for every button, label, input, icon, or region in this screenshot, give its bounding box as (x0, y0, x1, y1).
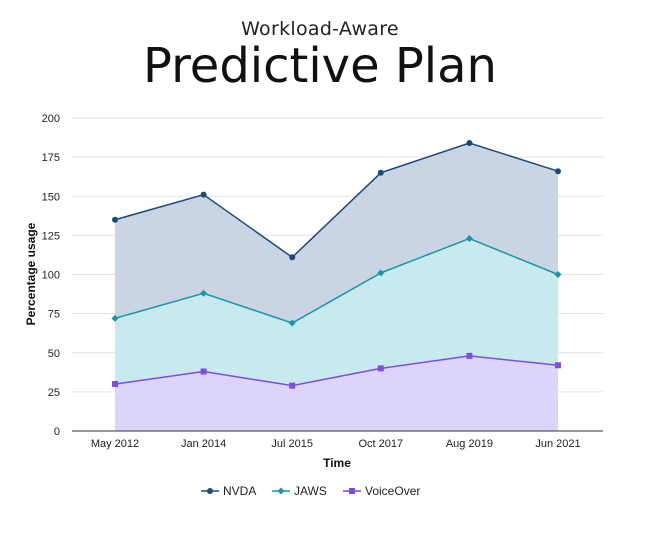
legend-marker-voiceover (349, 488, 355, 494)
y-axis-title: Percentage usage (24, 222, 38, 325)
chart-subtitle: Workload-Aware (241, 18, 399, 40)
x-tick-label: May 2012 (91, 438, 139, 450)
point-nvda (289, 254, 296, 261)
x-tick-label: Jan 2014 (181, 438, 226, 450)
y-tick-label: 75 (48, 309, 60, 321)
series-markers (111, 140, 562, 389)
y-tick-label: 175 (42, 152, 60, 164)
chart-title: Predictive Plan (143, 38, 497, 94)
point-nvda (200, 191, 207, 198)
y-tick-label: 125 (42, 230, 60, 242)
line-jaws (114, 237, 559, 324)
point-voiceover (112, 381, 118, 388)
legend-label-jaws: JAWS (294, 484, 327, 498)
point-nvda (555, 168, 561, 175)
series-areas (115, 143, 558, 432)
x-axis-title: Time (323, 456, 351, 470)
point-voiceover (200, 368, 207, 375)
y-tick-label: 0 (54, 426, 60, 438)
x-tick-label: Jun 2021 (535, 438, 580, 450)
point-jaws (288, 319, 296, 327)
x-tick-label: Aug 2019 (446, 438, 493, 450)
y-tick-label: 25 (48, 387, 60, 399)
point-jaws (111, 314, 119, 322)
x-tick-labels: May 2012 Jan 2014 Jul 2015 Oct 2017 Aug 2019… (91, 438, 581, 450)
x-tick-label: Jul 2015 (271, 438, 313, 450)
x-tick-label: Oct 2017 (358, 438, 403, 450)
point-voiceover (466, 352, 473, 359)
point-nvda (377, 169, 384, 176)
point-jaws (200, 289, 208, 297)
point-nvda (466, 140, 473, 147)
legend-label-voiceover: VoiceOver (365, 484, 420, 498)
legend: NVDA JAWS VoiceOver (201, 484, 420, 498)
point-nvda (112, 216, 118, 223)
series-lines (114, 142, 559, 387)
y-tick-label: 100 (42, 270, 60, 282)
legend-marker-jaws (277, 487, 285, 495)
legend-marker-nvda (207, 488, 213, 494)
area-voiceover (115, 355, 558, 431)
point-voiceover (555, 362, 561, 369)
point-jaws (465, 235, 473, 243)
point-jaws (377, 269, 385, 277)
y-tick-label: 200 (42, 113, 60, 125)
y-tick-labels: 0 25 50 75 100 125 150 175 200 (42, 113, 60, 438)
y-tick-label: 50 (48, 348, 60, 360)
point-voiceover (289, 382, 296, 389)
line-voiceover (114, 355, 559, 387)
point-jaws (554, 271, 562, 278)
legend-label-nvda: NVDA (223, 484, 256, 498)
point-voiceover (377, 365, 384, 372)
y-tick-label: 150 (42, 191, 60, 203)
line-nvda (114, 142, 559, 259)
